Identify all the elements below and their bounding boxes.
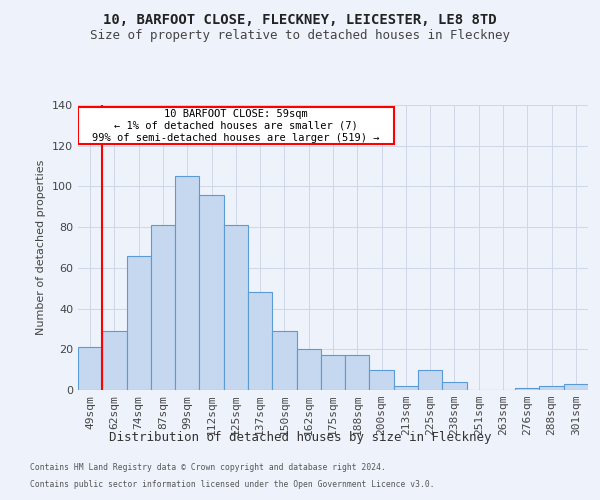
Bar — [394, 386, 418, 390]
Text: Contains public sector information licensed under the Open Government Licence v3: Contains public sector information licen… — [30, 480, 434, 489]
Bar — [175, 176, 199, 390]
Text: ← 1% of detached houses are smaller (7): ← 1% of detached houses are smaller (7) — [114, 120, 358, 130]
Bar — [102, 331, 127, 390]
Bar — [442, 382, 467, 390]
Text: Size of property relative to detached houses in Fleckney: Size of property relative to detached ho… — [90, 29, 510, 42]
FancyBboxPatch shape — [78, 107, 394, 144]
Text: Contains HM Land Registry data © Crown copyright and database right 2024.: Contains HM Land Registry data © Crown c… — [30, 464, 386, 472]
Bar — [199, 194, 224, 390]
Y-axis label: Number of detached properties: Number of detached properties — [37, 160, 46, 335]
Bar — [539, 386, 564, 390]
Bar — [151, 225, 175, 390]
Bar — [418, 370, 442, 390]
Bar — [248, 292, 272, 390]
Bar — [370, 370, 394, 390]
Text: 99% of semi-detached houses are larger (519) →: 99% of semi-detached houses are larger (… — [92, 132, 380, 142]
Bar — [296, 350, 321, 390]
Bar — [127, 256, 151, 390]
Bar — [564, 384, 588, 390]
Bar — [78, 347, 102, 390]
Text: 10 BARFOOT CLOSE: 59sqm: 10 BARFOOT CLOSE: 59sqm — [164, 109, 308, 119]
Text: Distribution of detached houses by size in Fleckney: Distribution of detached houses by size … — [109, 431, 491, 444]
Bar — [345, 356, 370, 390]
Text: 10, BARFOOT CLOSE, FLECKNEY, LEICESTER, LE8 8TD: 10, BARFOOT CLOSE, FLECKNEY, LEICESTER, … — [103, 12, 497, 26]
Bar — [515, 388, 539, 390]
Bar — [321, 356, 345, 390]
Bar — [272, 331, 296, 390]
Bar — [224, 225, 248, 390]
